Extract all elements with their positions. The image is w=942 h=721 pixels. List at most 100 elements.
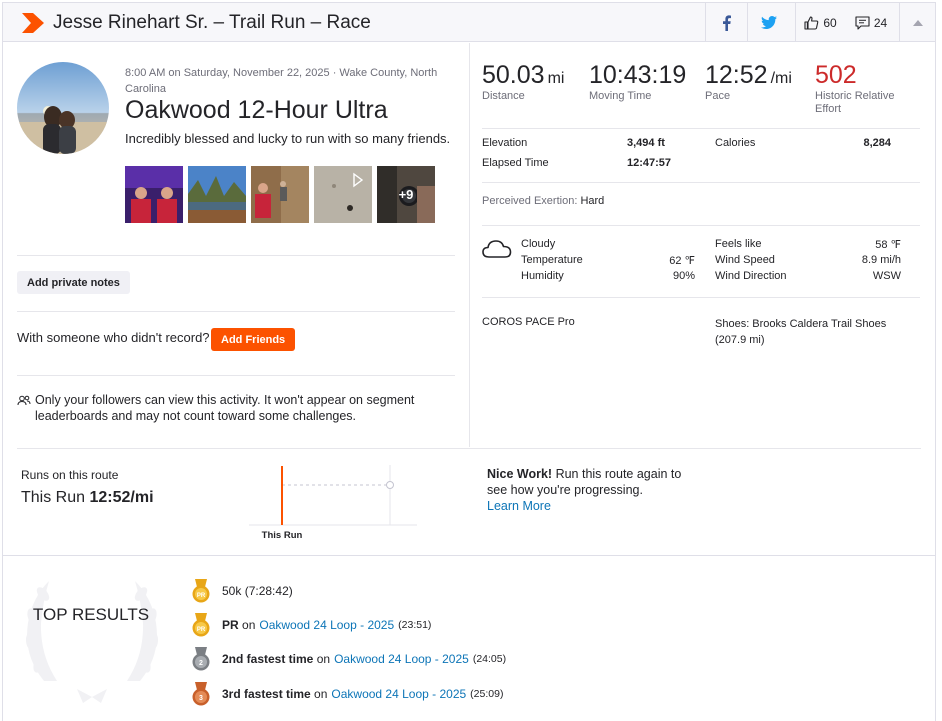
- perceived-exertion: Perceived Exertion: Hard: [482, 195, 604, 207]
- stat-relative-effort[interactable]: 502 Historic Relative Effort: [815, 61, 915, 116]
- divider: [17, 311, 455, 312]
- more-photos-thumbnail[interactable]: +9: [377, 166, 435, 223]
- add-private-notes-button[interactable]: Add private notes: [17, 271, 130, 294]
- twitter-share-button[interactable]: [747, 3, 789, 42]
- segment-link[interactable]: Oakwood 24 Loop - 2025: [334, 652, 469, 666]
- svg-text:PR: PR: [197, 593, 206, 599]
- this-run-prefix: This Run: [21, 489, 86, 506]
- comments-count: 24: [873, 15, 888, 30]
- top-results-title: TOP RESULTS: [32, 605, 150, 624]
- result-time: (24:05): [472, 653, 507, 665]
- result-plain: 50k: [222, 584, 242, 598]
- this-run-pace: This Run 12:52/mi: [21, 489, 154, 507]
- feels-like-value: 58 ℉: [875, 239, 901, 251]
- page-title: Jesse Rinehart Sr. – Trail Run – Race: [53, 12, 371, 33]
- stat-label: Moving Time: [589, 90, 652, 102]
- stat-label: Distance: [482, 90, 525, 102]
- video-thumbnail[interactable]: [314, 166, 372, 223]
- stat-unit: mi: [547, 70, 565, 87]
- divider: [482, 128, 920, 129]
- route-label: Runs on this route: [21, 468, 119, 482]
- stat-value: 502: [815, 61, 857, 89]
- temperature-value: 62 ℉: [669, 255, 695, 267]
- column-divider: [469, 43, 470, 447]
- more-photos-count: +9: [377, 166, 435, 223]
- photo-thumbnail[interactable]: [251, 166, 309, 223]
- result-bold: 2nd fastest time: [222, 652, 314, 666]
- result-bold: 3rd fastest time: [222, 687, 311, 701]
- wind-direction-value: WSW: [872, 270, 901, 282]
- temperature-label: Temperature: [521, 254, 583, 266]
- exertion-value: Hard: [580, 195, 605, 207]
- divider: [482, 182, 920, 183]
- activity-header: Jesse Rinehart Sr. – Trail Run – Race 60…: [3, 3, 935, 42]
- activity-type-icon: [22, 13, 44, 33]
- result-item: PR 50k (7:28:42): [191, 579, 293, 603]
- pr-medal-icon: PR: [192, 579, 210, 603]
- twitter-icon: [760, 16, 777, 29]
- comments-button[interactable]: 24: [845, 3, 897, 42]
- stat-unit: /mi: [770, 70, 792, 87]
- device-name: COROS PACE Pro: [482, 316, 575, 328]
- stat-value: 50.03: [482, 61, 545, 89]
- wind-speed-value: 8.9 mi/h: [861, 254, 901, 266]
- divider: [482, 225, 920, 226]
- result-plain: on: [316, 652, 331, 666]
- athlete-avatar[interactable]: [17, 62, 109, 154]
- facebook-share-button[interactable]: [705, 3, 747, 42]
- add-friends-button[interactable]: Add Friends: [211, 328, 296, 351]
- route-encouragement: Nice Work! Run this route again to see h…: [487, 466, 697, 498]
- humidity-value: 90%: [672, 270, 695, 282]
- privacy-notice: Only your followers can view this activi…: [35, 393, 415, 423]
- learn-more-link[interactable]: Learn More: [487, 499, 551, 513]
- divider: [482, 297, 920, 298]
- result-bold: PR: [222, 618, 239, 632]
- bronze-medal-icon: 3: [192, 682, 210, 706]
- shoes-info[interactable]: Shoes: Brooks Caldera Trail Shoes (207.9…: [715, 318, 887, 346]
- stat-moving-time: 10:43:19 Moving Time: [589, 61, 686, 103]
- svg-text:3: 3: [199, 695, 203, 702]
- feels-like-label: Feels like: [715, 238, 762, 250]
- photo-thumbnail[interactable]: [125, 166, 183, 223]
- pr-medal-icon: PR: [192, 613, 210, 637]
- activity-name: Oakwood 12-Hour Ultra: [125, 96, 388, 124]
- result-time: (7:28:42): [244, 584, 293, 598]
- result-item: 3 3rd fastest time on Oakwood 24 Loop - 2…: [191, 682, 503, 706]
- elevation-label: Elevation: [482, 137, 528, 149]
- this-run-chart-label: This Run: [262, 530, 303, 541]
- segment-link[interactable]: Oakwood 24 Loop - 2025: [259, 618, 395, 632]
- stat-distance: 50.03 mi Distance: [482, 61, 564, 103]
- elapsed-label: Elapsed Time: [482, 157, 549, 169]
- result-plain: on: [242, 618, 256, 632]
- this-run-value: 12:52/mi: [89, 489, 154, 506]
- segment-link[interactable]: Oakwood 24 Loop - 2025: [331, 687, 467, 701]
- wind-direction-label: Wind Direction: [715, 270, 787, 282]
- result-item: PR PR on Oakwood 24 Loop - 2025 (23:51): [191, 613, 431, 637]
- with-someone-text: With someone who didn't record?: [17, 330, 210, 345]
- photo-thumbnail[interactable]: [188, 166, 246, 223]
- stat-label: Historic Relative Effort: [815, 90, 895, 115]
- route-comparison-chart: This Run: [249, 465, 417, 541]
- exertion-label: Perceived Exertion:: [482, 195, 578, 207]
- stat-pace: 12:52/mi Pace: [705, 61, 792, 103]
- result-time: (23:51): [398, 619, 432, 631]
- divider: [17, 448, 921, 449]
- svg-text:PR: PR: [197, 627, 206, 633]
- top-results-section: TOP RESULTS PR 50k (7:28:42) PR PR on Oak…: [3, 555, 935, 721]
- divider: [17, 255, 455, 256]
- chart-point: [386, 481, 394, 489]
- collapse-button[interactable]: [899, 3, 935, 42]
- stat-value: 10:43:19: [589, 61, 687, 89]
- svg-text:2: 2: [199, 660, 203, 667]
- kudos-button[interactable]: 60: [795, 3, 845, 42]
- nice-work-text: Run this route again to see how you're p…: [487, 467, 682, 497]
- result-item: 2 2nd fastest time on Oakwood 24 Loop - 2…: [191, 647, 506, 671]
- followers-icon: [17, 395, 31, 406]
- stat-value: 12:52: [705, 61, 768, 89]
- kudos-count: 60: [823, 15, 837, 30]
- weather-condition: Cloudy: [521, 238, 556, 250]
- activity-meta: 8:00 AM on Saturday, November 22, 2025 ·…: [125, 67, 438, 95]
- comment-icon: [855, 15, 870, 30]
- laurel-wreath-icon: [25, 581, 159, 703]
